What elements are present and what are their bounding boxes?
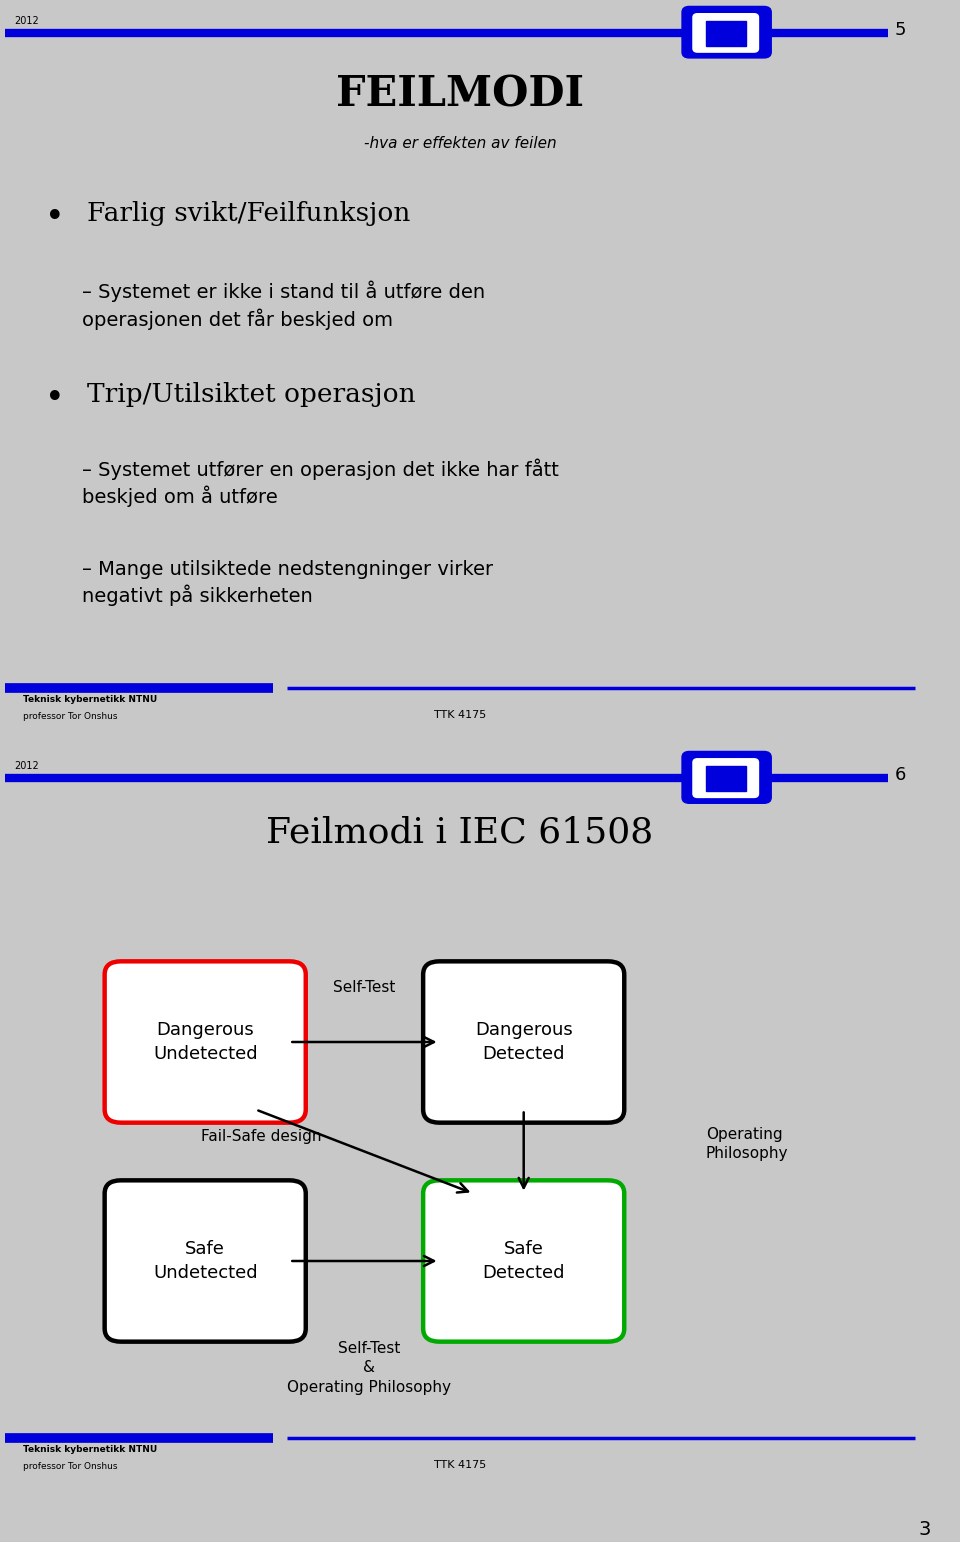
Text: FEILMODI: FEILMODI — [336, 74, 584, 116]
FancyBboxPatch shape — [693, 759, 758, 797]
FancyBboxPatch shape — [682, 751, 771, 803]
Text: Safe
Undetected: Safe Undetected — [153, 1240, 257, 1281]
Text: professor Tor Onshus: professor Tor Onshus — [23, 1462, 118, 1471]
Text: Dangerous
Undetected: Dangerous Undetected — [153, 1021, 257, 1062]
FancyBboxPatch shape — [105, 1180, 305, 1342]
Text: professor Tor Onshus: professor Tor Onshus — [23, 712, 118, 720]
Text: Self-Test: Self-Test — [333, 979, 396, 995]
Text: 2012: 2012 — [14, 760, 38, 771]
Text: •: • — [45, 200, 65, 234]
Text: Fail-Safe design: Fail-Safe design — [201, 1129, 322, 1144]
FancyBboxPatch shape — [706, 766, 746, 791]
Text: Teknisk kybernetikk NTNU: Teknisk kybernetikk NTNU — [23, 1445, 157, 1454]
Text: 6: 6 — [895, 766, 906, 783]
Text: Feilmodi i IEC 61508: Feilmodi i IEC 61508 — [266, 816, 654, 850]
Text: – Mange utilsiktede nedstengninger virker
negativt på sikkerheten: – Mange utilsiktede nedstengninger virke… — [83, 560, 493, 606]
Text: Farlig svikt/Feilfunksjon: Farlig svikt/Feilfunksjon — [87, 200, 410, 225]
Text: -hva er effekten av feilen: -hva er effekten av feilen — [364, 136, 556, 151]
FancyBboxPatch shape — [105, 961, 305, 1123]
FancyBboxPatch shape — [706, 22, 746, 46]
Text: Dangerous
Detected: Dangerous Detected — [475, 1021, 572, 1062]
Text: Trip/Utilsiktet operasjon: Trip/Utilsiktet operasjon — [87, 382, 416, 407]
Text: Teknisk kybernetikk NTNU: Teknisk kybernetikk NTNU — [23, 695, 157, 705]
Text: – Systemet er ikke i stand til å utføre den
operasjonen det får beskjed om: – Systemet er ikke i stand til å utføre … — [83, 281, 486, 330]
FancyBboxPatch shape — [423, 1180, 624, 1342]
Text: Self-Test
&
Operating Philosophy: Self-Test & Operating Philosophy — [287, 1342, 451, 1394]
FancyBboxPatch shape — [423, 961, 624, 1123]
Text: 5: 5 — [895, 22, 906, 39]
Text: •: • — [45, 382, 65, 415]
Text: TTK 4175: TTK 4175 — [434, 709, 486, 720]
FancyBboxPatch shape — [693, 14, 758, 52]
Text: – Systemet utfører en operasjon det ikke har fått
beskjed om å utføre: – Systemet utfører en operasjon det ikke… — [83, 458, 560, 507]
Text: Safe
Detected: Safe Detected — [483, 1240, 564, 1281]
Text: TTK 4175: TTK 4175 — [434, 1460, 486, 1470]
Text: 3: 3 — [919, 1520, 931, 1539]
Text: Operating
Philosophy: Operating Philosophy — [706, 1127, 788, 1161]
Text: 2012: 2012 — [14, 15, 38, 26]
FancyBboxPatch shape — [682, 6, 771, 59]
